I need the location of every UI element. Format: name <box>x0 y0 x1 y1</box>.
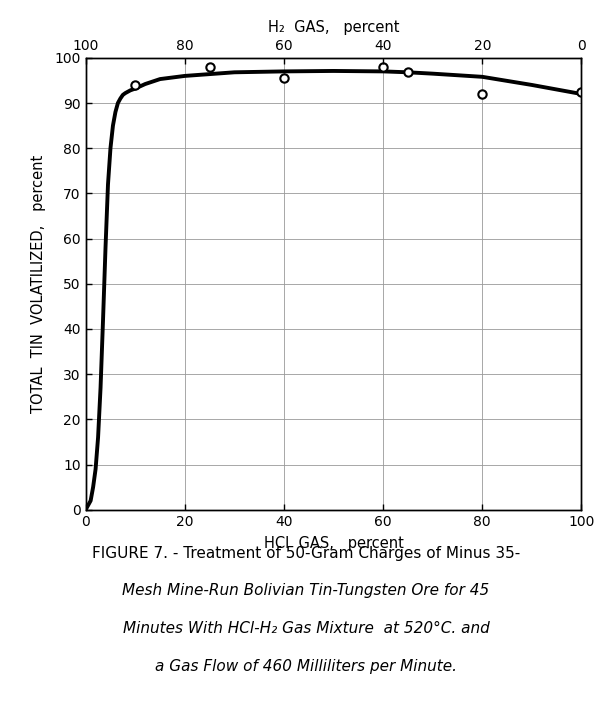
X-axis label: HCl  GAS,   percent: HCl GAS, percent <box>264 536 403 550</box>
X-axis label: H₂  GAS,   percent: H₂ GAS, percent <box>268 20 399 35</box>
Text: FIGURE 7. - Treatment of 50-Gram Charges of Minus 35-: FIGURE 7. - Treatment of 50-Gram Charges… <box>92 546 520 561</box>
Y-axis label: TOTAL  TIN  VOLATILIZED,   percent: TOTAL TIN VOLATILIZED, percent <box>31 155 46 413</box>
Text: Minutes With HCl-H₂ Gas Mixture  at 520°C. and: Minutes With HCl-H₂ Gas Mixture at 520°C… <box>122 621 490 636</box>
Text: Mesh Mine-Run Bolivian Tin-Tungsten Ore for 45: Mesh Mine-Run Bolivian Tin-Tungsten Ore … <box>122 583 490 599</box>
Text: a Gas Flow of 460 Milliliters per Minute.: a Gas Flow of 460 Milliliters per Minute… <box>155 659 457 674</box>
